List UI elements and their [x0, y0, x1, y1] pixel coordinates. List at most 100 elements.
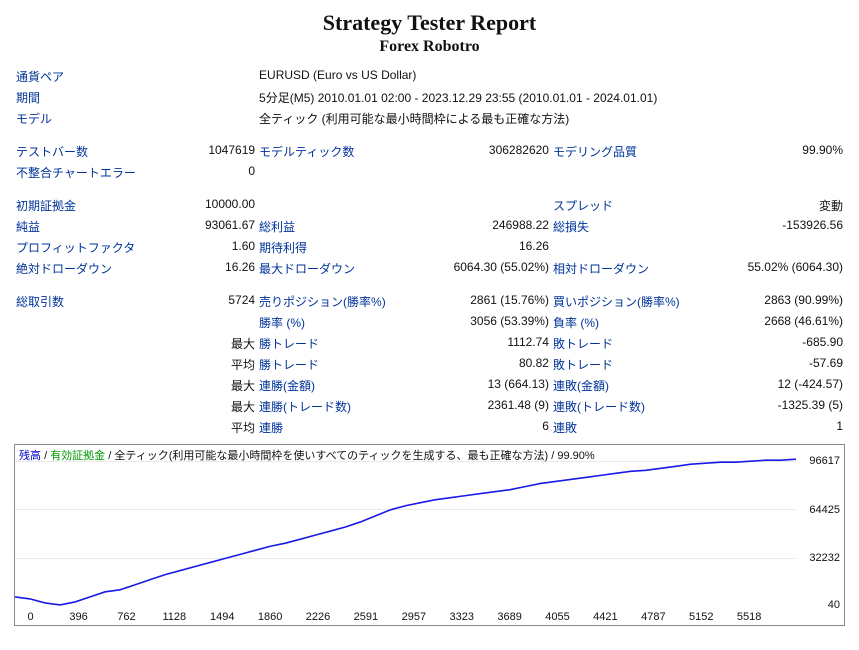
ep-label: 期待利得 — [257, 237, 404, 258]
lossrate-label: 負率 (%) — [551, 312, 698, 333]
max-prefix-3: 最大 — [150, 396, 257, 417]
win-trade-label-2: 勝トレード — [257, 354, 404, 375]
x-tick: 3323 — [449, 611, 473, 623]
total-trades-label: 総取引数 — [14, 291, 150, 312]
short-value: 2861 (15.76%) — [404, 291, 551, 312]
x-tick: 4787 — [641, 611, 665, 623]
x-tick: 2591 — [354, 611, 378, 623]
total-trades-value: 5724 — [150, 291, 257, 312]
deposit-label: 初期証拠金 — [14, 195, 150, 216]
long-label: 買いポジション(勝率%) — [551, 291, 698, 312]
x-tick: 2957 — [402, 611, 426, 623]
net-value: 93061.67 — [150, 216, 257, 237]
winrate-value: 3056 (53.39%) — [404, 312, 551, 333]
loss-trade-max: -685.90 — [698, 333, 845, 354]
y-tick: 96617 — [809, 455, 840, 467]
cons-loss-trd: -1325.39 (5) — [698, 396, 845, 417]
x-tick: 0 — [28, 611, 34, 623]
avg-cons-loss-label: 連敗 — [551, 417, 698, 438]
mismatch-label: 不整合チャートエラー — [14, 162, 150, 183]
cons-win-amt: 13 (664.13) — [404, 375, 551, 396]
y-tick: 40 — [828, 599, 840, 611]
x-tick: 1494 — [210, 611, 234, 623]
x-axis: 0 396 762 1128 1494 1860 2226 2591 2957 3323 3689 4… — [15, 607, 796, 625]
max-prefix-1: 最大 — [150, 333, 257, 354]
x-tick: 396 — [69, 611, 87, 623]
period-value: 5分足(M5) 2010.01.01 02:00 - 2023.12.29 23… — [257, 87, 845, 108]
chart-legend: 残高 / 有効証拠金 / 全ティック(利用可能な最小時間枠を使いすべてのティック… — [19, 447, 595, 463]
win-trade-label-1: 勝トレード — [257, 333, 404, 354]
bars-value: 1047619 — [150, 141, 257, 162]
avg-cons-win-label: 連勝 — [257, 417, 404, 438]
short-label: 売りポジション(勝率%) — [257, 291, 404, 312]
quality-label: モデリング品質 — [551, 141, 698, 162]
quality-value: 99.90% — [698, 141, 845, 162]
ticks-label: モデルティック数 — [257, 141, 404, 162]
cons-win-amt-label: 連勝(金額) — [257, 375, 404, 396]
x-tick: 1128 — [162, 611, 186, 623]
pf-label: プロフィットファクタ — [14, 237, 150, 258]
x-tick: 2226 — [306, 611, 330, 623]
legend-quality: 99.90% — [557, 450, 594, 462]
legend-balance: 残高 — [19, 450, 41, 462]
avg-prefix-1: 平均 — [150, 354, 257, 375]
gross-p-value: 246988.22 — [404, 216, 551, 237]
x-tick: 5152 — [689, 611, 713, 623]
model-label: モデル — [14, 108, 150, 129]
cons-loss-amt-label: 連敗(金額) — [551, 375, 698, 396]
avg-cons-win: 6 — [404, 417, 551, 438]
win-trade-avg: 80.82 — [404, 354, 551, 375]
x-tick: 1860 — [258, 611, 282, 623]
y-tick: 32232 — [809, 552, 840, 564]
abs-dd-value: 16.26 — [150, 258, 257, 279]
period-label: 期間 — [14, 87, 150, 108]
deposit-value: 10000.00 — [150, 195, 257, 216]
pf-value: 1.60 — [150, 237, 257, 258]
equity-chart: 残高 / 有効証拠金 / 全ティック(利用可能な最小時間枠を使いすべてのティック… — [14, 444, 845, 626]
cons-win-trd: 2361.48 (9) — [404, 396, 551, 417]
gross-l-value: -153926.56 — [698, 216, 845, 237]
winrate-label: 勝率 (%) — [257, 312, 404, 333]
equity-svg — [15, 445, 796, 607]
spread-label: スプレッド — [551, 195, 698, 216]
pair-value: EURUSD (Euro vs US Dollar) — [257, 66, 845, 87]
lossrate-value: 2668 (46.61%) — [698, 312, 845, 333]
max-dd-label: 最大ドローダウン — [257, 258, 404, 279]
y-tick: 64425 — [809, 504, 840, 516]
x-tick: 4055 — [545, 611, 569, 623]
gross-p-label: 総利益 — [257, 216, 404, 237]
equity-line — [15, 459, 796, 605]
rel-dd-value: 55.02% (6064.30) — [698, 258, 845, 279]
report-subtitle: Forex Robotro — [14, 38, 845, 56]
max-prefix-2: 最大 — [150, 375, 257, 396]
loss-trade-label-1: 敗トレード — [551, 333, 698, 354]
loss-trade-avg: -57.69 — [698, 354, 845, 375]
net-label: 純益 — [14, 216, 150, 237]
spread-value: 変動 — [698, 195, 845, 216]
y-axis: 96617644253223240 — [796, 445, 844, 607]
x-tick: 3689 — [497, 611, 521, 623]
x-tick: 762 — [117, 611, 135, 623]
legend-equity: 有効証拠金 — [50, 450, 105, 462]
ep-value: 16.26 — [404, 237, 551, 258]
cons-loss-amt: 12 (-424.57) — [698, 375, 845, 396]
gross-l-label: 総損失 — [551, 216, 698, 237]
avg-cons-loss: 1 — [698, 417, 845, 438]
max-dd-value: 6064.30 (55.02%) — [404, 258, 551, 279]
rel-dd-label: 相対ドローダウン — [551, 258, 698, 279]
report-title: Strategy Tester Report — [14, 10, 845, 36]
pair-label: 通貨ペア — [14, 66, 150, 87]
x-tick: 4421 — [593, 611, 617, 623]
cons-loss-trd-label: 連敗(トレード数) — [551, 396, 698, 417]
ticks-value: 306282620 — [404, 141, 551, 162]
x-tick: 5518 — [737, 611, 761, 623]
bars-label: テストバー数 — [14, 141, 150, 162]
cons-win-trd-label: 連勝(トレード数) — [257, 396, 404, 417]
legend-method: 全ティック(利用可能な最小時間枠を使いすべてのティックを生成する、最も正確な方法… — [114, 450, 548, 462]
abs-dd-label: 絶対ドローダウン — [14, 258, 150, 279]
model-value: 全ティック (利用可能な最小時間枠による最も正確な方法) — [257, 108, 845, 129]
long-value: 2863 (90.99%) — [698, 291, 845, 312]
avg-prefix-2: 平均 — [150, 417, 257, 438]
info-table: 通貨ペア EURUSD (Euro vs US Dollar) 期間 5分足(M… — [14, 66, 845, 438]
loss-trade-label-2: 敗トレード — [551, 354, 698, 375]
